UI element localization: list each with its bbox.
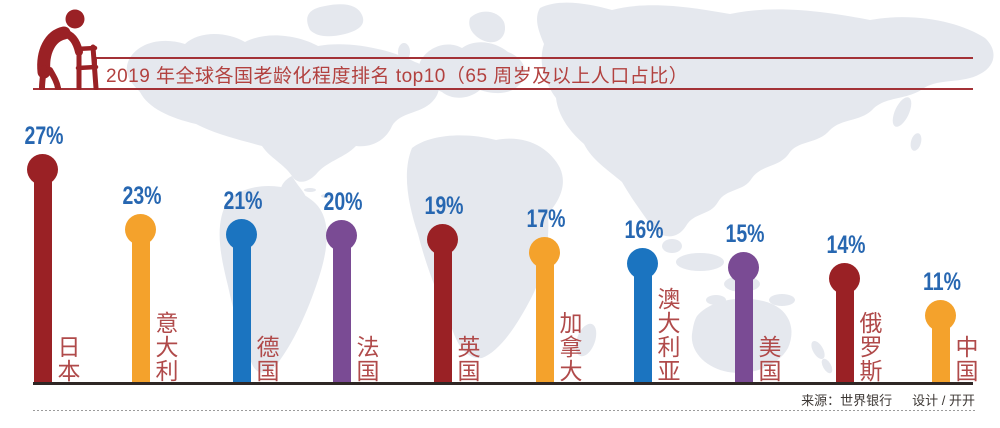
page-title: 2019 年全球各国老龄化程度排名 top10（65 周岁及以上人口占比） [106, 66, 689, 87]
value-label: 15% [725, 220, 765, 248]
value-label: 21% [223, 187, 263, 215]
country-label: 澳大利亚 [654, 287, 680, 383]
country-label: 英国 [454, 335, 480, 383]
bar-stem [333, 235, 351, 383]
design-credit: 设计 / 开开 [912, 393, 975, 408]
value-label: 16% [624, 216, 664, 244]
country-label: 俄罗斯 [856, 311, 882, 383]
bar-stem [34, 169, 52, 383]
bar-stem [536, 252, 554, 383]
value-label: 17% [526, 205, 566, 233]
value-label: 20% [323, 188, 363, 216]
bar-stem [132, 229, 150, 383]
value-label: 23% [122, 182, 162, 210]
chart-baseline [33, 382, 973, 385]
country-label: 日本 [54, 335, 80, 383]
icon-head [65, 9, 85, 29]
title-rule-bottom [33, 88, 973, 90]
country-label: 意大利 [152, 311, 178, 383]
bar-stem [634, 263, 652, 383]
footer-credits: 来源：世界银行 设计 / 开开 [801, 390, 975, 409]
source-credit: 来源：世界银行 [801, 393, 893, 408]
value-label: 14% [826, 231, 866, 259]
bar-stem [735, 267, 753, 383]
bar-stem [434, 239, 452, 383]
country-label: 美国 [755, 335, 781, 383]
value-label: 19% [424, 192, 464, 220]
country-label: 加拿大 [556, 311, 582, 383]
bar-stem [932, 315, 950, 383]
elderly-person-walker-icon [37, 9, 99, 90]
value-label: 27% [24, 122, 64, 150]
title-rule-top [95, 57, 973, 59]
bottom-dotted-divider [33, 410, 975, 411]
bar-stem [233, 234, 251, 383]
country-label: 法国 [353, 335, 379, 383]
bar-stem [836, 278, 854, 383]
value-label: 11% [923, 268, 961, 296]
country-label: 中国 [952, 335, 978, 383]
country-label: 德国 [253, 335, 279, 383]
